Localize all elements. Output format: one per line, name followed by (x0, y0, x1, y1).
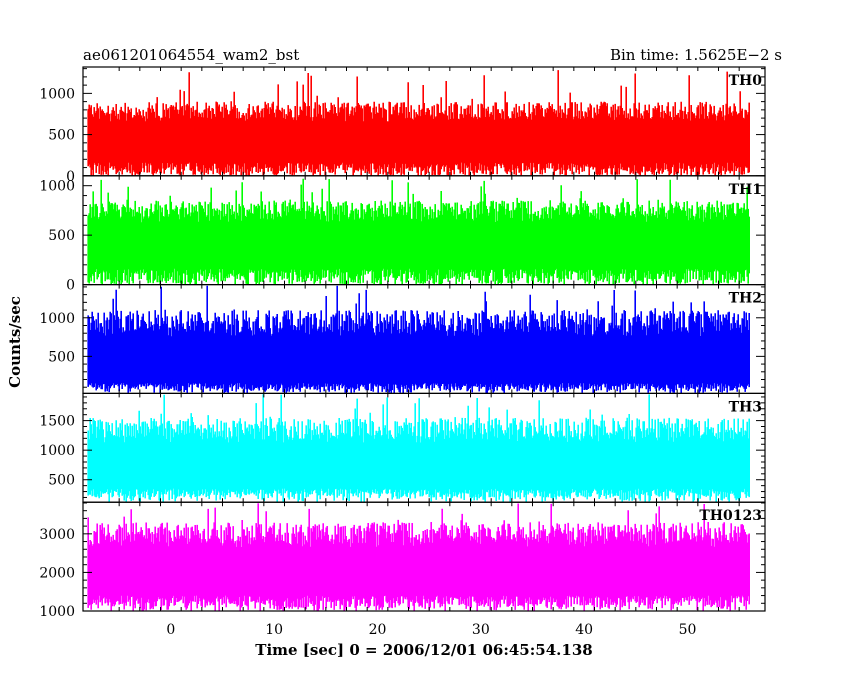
y-tick-label: 1000 (39, 311, 75, 327)
x-tick-label: 20 (369, 622, 387, 638)
series-th1 (87, 178, 750, 285)
x-axis: 0 10 20 30 40 50 (166, 622, 696, 638)
panel-th0: 0 500 1000 TH0 (39, 66, 766, 185)
y-tick-label: 1000 (39, 443, 75, 459)
y-tick-label: 500 (48, 228, 75, 244)
y-tick-label: 500 (48, 349, 75, 365)
y-tick-label: 500 (48, 128, 75, 144)
panel-label-th0: TH0 (729, 73, 763, 89)
y-tick-label: 500 (48, 473, 75, 489)
panel-th3: 500 1000 1500 TH3 (39, 392, 766, 503)
x-axis-label: Time [sec] 0 = 2006/12/01 06:45:54.138 (255, 641, 592, 659)
panel-label-th1: TH1 (729, 182, 762, 198)
series-th3 (87, 394, 750, 503)
chart-header-left: ae061201064554_wam2_bst (83, 46, 299, 64)
y-tick-label: 2000 (39, 565, 75, 581)
y-tick-label: 1500 (39, 414, 75, 430)
series-th0123 (87, 503, 750, 611)
y-tick-label: 1000 (39, 179, 75, 195)
y-tick-label: 1000 (39, 604, 75, 620)
chart-header-right: Bin time: 1.5625E−2 s (610, 46, 782, 64)
panel-th0123: 1000 2000 3000 TH0123 (39, 501, 766, 620)
panel-label-th0123: TH0123 (699, 508, 762, 524)
x-tick-label: 30 (472, 622, 490, 638)
x-tick-label: 50 (679, 622, 697, 638)
x-tick-label: 40 (575, 622, 593, 638)
panel-label-th2: TH2 (729, 291, 762, 307)
x-tick-label: 0 (166, 622, 175, 638)
series-th0 (87, 70, 750, 176)
panel-th2: 500 1000 TH2 (39, 284, 766, 395)
panel-th1: 0 500 1000 TH1 (39, 175, 766, 294)
y-tick-label: 3000 (39, 527, 75, 543)
series-th2 (87, 285, 750, 394)
y-tick-label: 0 (66, 278, 75, 294)
y-tick-label: 1000 (39, 86, 75, 102)
x-tick-label: 10 (265, 622, 283, 638)
y-tick-label: 0 (66, 169, 75, 185)
y-axis-label: Counts/sec (6, 296, 24, 388)
panel-label-th3: TH3 (729, 399, 762, 415)
